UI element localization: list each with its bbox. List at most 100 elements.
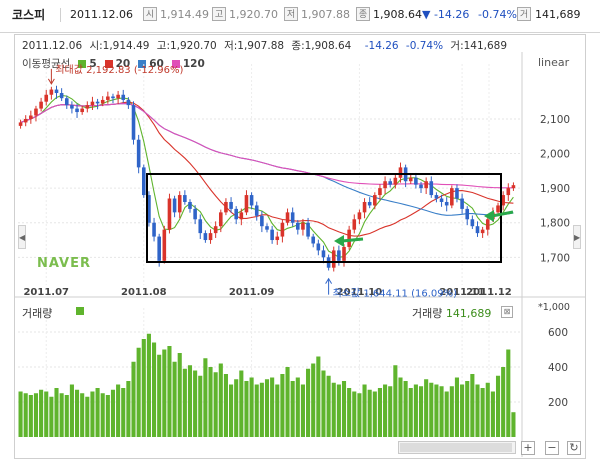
- volume-bar: [146, 333, 151, 437]
- candle-body: [54, 89, 59, 94]
- info-high: 고:1,920.70: [156, 40, 217, 52]
- volume-bar: [449, 386, 454, 437]
- time-scrollbar-thumb[interactable]: [400, 443, 512, 452]
- candle-body: [408, 177, 413, 182]
- candle-body: [316, 243, 321, 251]
- header-change-pct: -0.74%: [478, 8, 517, 21]
- ma-legend: 이동평균선 5 20 60 120: [22, 56, 205, 71]
- price-tick-label: 1,900: [540, 183, 570, 195]
- volume-readout: 거래량 141,689: [412, 305, 491, 321]
- candle-body: [90, 101, 95, 106]
- volume-close-icon[interactable]: ⊠: [501, 306, 513, 318]
- scroll-left-arrow[interactable]: ◀: [18, 225, 26, 249]
- volume-bar: [460, 384, 465, 437]
- candle-body: [116, 94, 120, 99]
- candle-body: [393, 177, 398, 185]
- quote-header: 코스피 2011.12.06 시 1,914.49 고 1,920.70 저 1…: [0, 0, 600, 33]
- volume-bar: [383, 384, 388, 437]
- info-change: -14.26: [364, 40, 399, 52]
- volume-bar: [352, 391, 357, 437]
- max-arrow-icon: [47, 78, 55, 85]
- volume-bar: [54, 388, 59, 437]
- candle-body: [275, 236, 280, 241]
- candle-body: [501, 195, 505, 206]
- ma120-label: 120: [182, 57, 205, 70]
- candle-body: [141, 167, 146, 196]
- ma20-swatch: [104, 59, 113, 68]
- min-arrow-icon: [325, 277, 333, 284]
- candle-body: [131, 105, 136, 140]
- candle-body: [39, 101, 43, 109]
- candle-body: [208, 233, 213, 241]
- volume-bar: [331, 382, 336, 437]
- candle-body: [347, 229, 351, 247]
- candle-body: [280, 222, 285, 237]
- volume-bar: [480, 388, 485, 437]
- volume-bar: [59, 393, 64, 437]
- chart-frame: [14, 34, 586, 459]
- candle-body: [414, 177, 418, 185]
- volume-bar: [341, 381, 347, 437]
- zoom-in-button[interactable]: +: [521, 441, 535, 455]
- volume-bar: [424, 379, 429, 437]
- volume-bar: [475, 384, 480, 437]
- refresh-button[interactable]: ↻: [567, 441, 581, 455]
- candle-body: [480, 229, 485, 234]
- volume-bar: [454, 377, 460, 437]
- green-arrow-left-head: [334, 235, 344, 247]
- ma5-label: 5: [89, 57, 97, 70]
- candle-body: [198, 219, 203, 234]
- volume-bar: [490, 391, 495, 437]
- candle-body: [357, 212, 362, 220]
- header-high: 1,920.70: [229, 8, 278, 21]
- ma20-label: 20: [115, 57, 131, 70]
- candle-body: [147, 195, 151, 223]
- candle-body: [111, 96, 115, 99]
- info-row: 2011.12.06 시:1,914.49 고:1,920.70 저:1,907…: [22, 38, 511, 53]
- candle-body: [49, 89, 54, 95]
- candle-body: [126, 99, 131, 106]
- candle-body: [378, 188, 382, 196]
- header-divider: [60, 8, 61, 22]
- volume-bar: [141, 339, 146, 437]
- candle-body: [311, 236, 316, 244]
- volume-bar: [131, 361, 136, 437]
- candle-body: [362, 201, 367, 213]
- candle-body: [177, 195, 182, 213]
- volume-bar: [151, 342, 157, 437]
- x-tick-label: 2011.08: [121, 287, 167, 298]
- volume-bar: [74, 389, 80, 437]
- volume-bar: [162, 349, 167, 437]
- volume-bar: [439, 386, 444, 437]
- volume-bar: [501, 367, 506, 437]
- index-name: 코스피: [12, 8, 46, 22]
- price-tick-label: 1,700: [540, 252, 570, 264]
- volume-bar: [316, 356, 321, 437]
- scroll-right-arrow[interactable]: ▶: [573, 225, 581, 249]
- volume-bar: [506, 349, 511, 437]
- volume-bar: [357, 393, 362, 437]
- volume-bar: [203, 358, 208, 437]
- ma60-line: [20, 103, 514, 216]
- green-arrow-left-shaft: [341, 237, 364, 243]
- candle-body: [64, 98, 69, 106]
- zoom-out-button[interactable]: −: [545, 441, 559, 455]
- candle-body: [337, 250, 341, 261]
- volume-bar: [64, 395, 69, 437]
- candle-body: [162, 229, 167, 261]
- candle-body: [470, 219, 475, 227]
- volume-bar: [105, 395, 110, 437]
- volume-bar: [110, 389, 116, 437]
- volume-bar: [336, 384, 341, 437]
- volume-bar: [172, 361, 177, 437]
- x-tick-label: 2011.07: [23, 287, 69, 298]
- min-annotation: 최소값 1,644.11 (16.09%): [333, 288, 458, 300]
- volume-bar: [306, 368, 311, 437]
- volume-bar: [367, 389, 372, 437]
- volume-bar: [403, 381, 408, 437]
- ma60-swatch: [138, 59, 147, 68]
- ma120-line: [20, 103, 514, 189]
- scale-label[interactable]: linear: [538, 56, 570, 69]
- volume-bar: [177, 353, 182, 437]
